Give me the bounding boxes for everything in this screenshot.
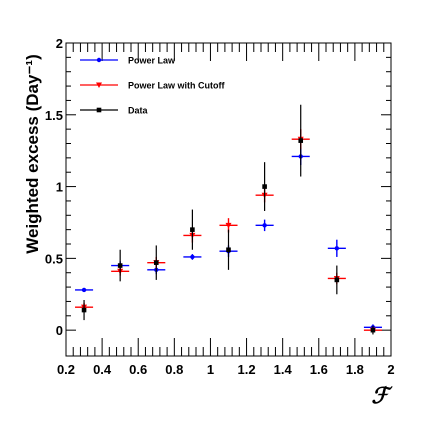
data-point bbox=[96, 107, 102, 113]
data-point bbox=[117, 263, 123, 268]
y-tick-label: 0.5 bbox=[45, 251, 63, 266]
x-tick-label: 1.2 bbox=[238, 362, 256, 377]
data-point bbox=[370, 327, 376, 333]
y-tick-label: 0 bbox=[56, 323, 63, 338]
data-point bbox=[81, 287, 87, 293]
data-point bbox=[96, 57, 102, 63]
data-point bbox=[298, 138, 304, 143]
x-tick-label: 1.4 bbox=[274, 362, 293, 377]
series-layer bbox=[75, 104, 382, 335]
plot-frame bbox=[65, 42, 392, 357]
legend-label: Power Law with Cutoff bbox=[128, 81, 225, 91]
x-tick-label: 0.4 bbox=[93, 362, 112, 377]
x-tick-label: 0.2 bbox=[57, 362, 75, 377]
legend-label: Power Law bbox=[128, 56, 176, 66]
data-point bbox=[262, 223, 267, 228]
data-point bbox=[190, 254, 195, 260]
x-tick-label: 0.8 bbox=[165, 362, 183, 377]
legend: Power Law Power Law with Cutoff Data bbox=[80, 56, 225, 116]
legend-item: Power Law with Cutoff bbox=[80, 81, 225, 91]
data-point bbox=[190, 227, 195, 232]
y-tick-label: 1.5 bbox=[45, 108, 63, 123]
x-tick-label: 2 bbox=[387, 362, 394, 377]
data-point bbox=[81, 307, 87, 313]
legend-item: Power Law bbox=[80, 56, 176, 66]
data-point bbox=[153, 260, 159, 265]
series-data bbox=[81, 104, 376, 335]
legend-label: Data bbox=[128, 106, 149, 116]
x-axis-label: ℱ bbox=[371, 383, 393, 408]
x-tick-label: 0.6 bbox=[129, 362, 147, 377]
data-point bbox=[225, 222, 232, 229]
data-point bbox=[262, 184, 267, 189]
y-tick-label: 1 bbox=[56, 180, 63, 195]
data-point bbox=[334, 246, 340, 251]
x-tick-label: 1 bbox=[207, 362, 214, 377]
x-tick-label: 1.6 bbox=[310, 362, 328, 377]
x-tick-label: 1.8 bbox=[346, 362, 364, 377]
legend-item: Data bbox=[80, 106, 149, 116]
data-point bbox=[226, 247, 231, 253]
data-point bbox=[96, 82, 102, 88]
y-axis-label: Weighted excess (Day⁻¹) bbox=[23, 54, 42, 254]
data-point bbox=[334, 277, 340, 283]
tick-labels: 0.2 0.4 0.6 0.8 1 1.2 1.4 1.6 1.8 2 0 0.5 1 1.5 2 bbox=[45, 36, 395, 377]
axis-ticks bbox=[65, 42, 392, 356]
y-tick-label: 2 bbox=[56, 36, 63, 51]
